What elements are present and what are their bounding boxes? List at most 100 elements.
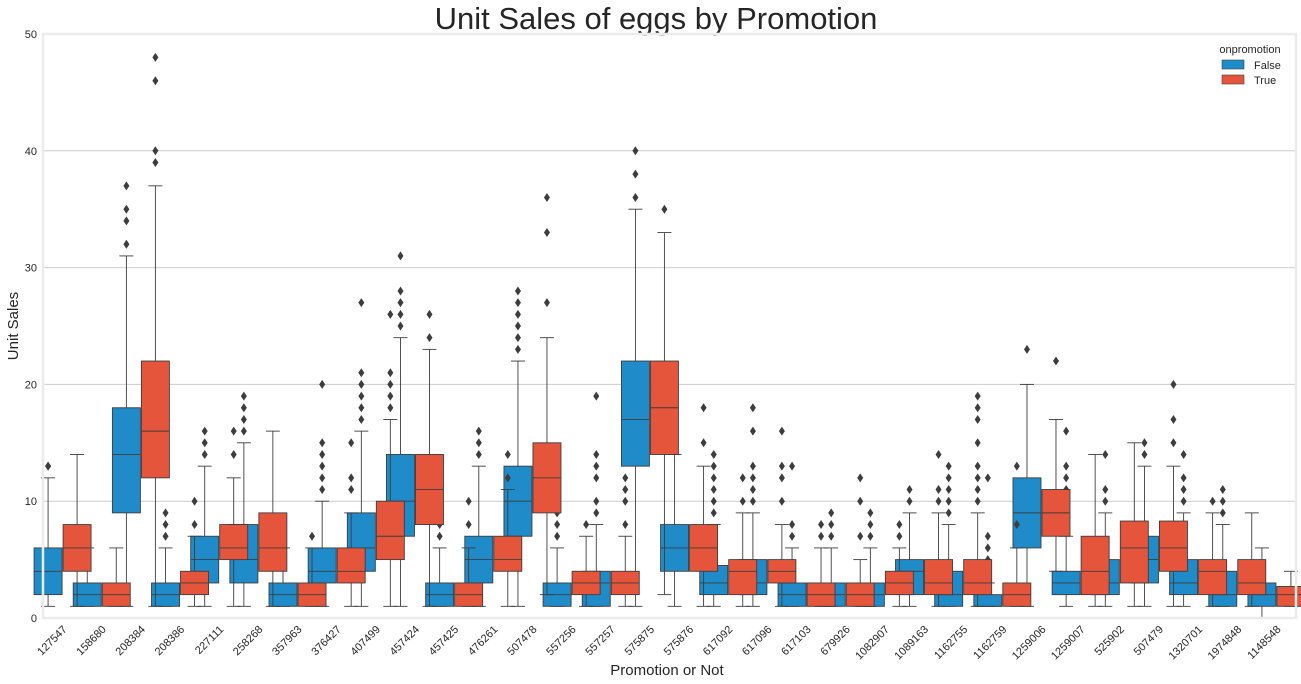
outlier-point — [554, 531, 561, 541]
box-true-557256 — [571, 520, 601, 607]
box-true-1320701 — [1198, 496, 1228, 607]
outlier-point — [974, 485, 981, 495]
plot-area — [33, 52, 1301, 619]
outlier-point — [710, 496, 717, 506]
box-false-476261 — [464, 426, 494, 607]
outlier-point — [739, 496, 746, 506]
box-true-617092 — [728, 473, 758, 607]
box-true-258268 — [258, 430, 288, 607]
legend: onpromotion False True — [1219, 44, 1280, 87]
outlier-point — [1063, 461, 1070, 471]
outlier-point — [828, 508, 835, 518]
outlier-point — [230, 449, 237, 459]
outlier-point — [358, 298, 365, 308]
box-iqr — [1276, 586, 1301, 607]
box-true-376427 — [336, 438, 366, 607]
outlier-point — [984, 543, 991, 553]
outlier-point — [984, 531, 991, 541]
outlier-point — [123, 204, 130, 214]
box-true-617096 — [767, 426, 797, 607]
y-tick-label: 50 — [25, 29, 37, 41]
outlier-point — [230, 426, 237, 436]
outlier-point — [436, 531, 443, 541]
outlier-point — [240, 403, 247, 413]
outlier-point — [778, 461, 785, 471]
outlier-point — [397, 309, 404, 319]
outlier-point — [1170, 438, 1177, 448]
outlier-point — [191, 496, 198, 506]
box-true-1259006 — [1041, 356, 1071, 572]
outlier-point — [152, 157, 159, 167]
box-true-208384 — [140, 52, 170, 607]
legend-swatch-true — [1221, 74, 1245, 85]
outlier-point — [896, 520, 903, 530]
outlier-point — [358, 414, 365, 424]
outlier-point — [152, 76, 159, 86]
outlier-point — [162, 520, 169, 530]
outlier-point — [710, 508, 717, 518]
outlier-point — [1219, 508, 1226, 518]
outlier-point — [514, 286, 521, 296]
box-true-127547 — [62, 454, 92, 607]
outlier-point — [789, 461, 796, 471]
outlier-point — [319, 461, 326, 471]
box-iqr — [1237, 559, 1267, 596]
outlier-point — [710, 461, 717, 471]
outlier-point — [1180, 485, 1187, 495]
outlier-point — [945, 485, 952, 495]
outlier-point — [348, 473, 355, 483]
outlier-point — [1180, 496, 1187, 506]
legend-label-false: False — [1254, 60, 1281, 72]
box-true-457424 — [415, 309, 444, 607]
outlier-point — [397, 251, 404, 261]
y-tick-label: 20 — [25, 379, 37, 391]
box-false-208384 — [111, 181, 141, 607]
outlier-point — [1063, 473, 1070, 483]
outlier-point — [593, 473, 600, 483]
outlier-point — [504, 473, 511, 483]
outlier-point — [319, 449, 326, 459]
outlier-point — [1023, 344, 1030, 354]
outlier-point — [593, 449, 600, 459]
outlier-point — [749, 426, 756, 436]
outlier-point — [1209, 496, 1216, 506]
outlier-point — [543, 298, 550, 308]
box-true-507478 — [532, 193, 562, 596]
outlier-point — [554, 520, 561, 530]
box-false-1259006 — [1012, 344, 1042, 607]
box-iqr — [111, 407, 141, 514]
box-true-1162755 — [963, 391, 993, 607]
box-true-507479 — [1159, 379, 1188, 607]
outlier-point — [348, 485, 355, 495]
outlier-point — [1013, 461, 1020, 471]
outlier-point — [1170, 414, 1177, 424]
box-iqr — [924, 559, 953, 596]
outlier-point — [397, 321, 404, 331]
outlier-point — [514, 321, 521, 331]
outlier-point — [1180, 473, 1187, 483]
y-axis-label: Unit Sales — [5, 292, 22, 360]
box-false-575875 — [620, 146, 650, 607]
box-true-476261 — [493, 449, 523, 607]
outlier-point — [465, 520, 472, 530]
outlier-point — [818, 520, 825, 530]
outlier-point — [201, 426, 208, 436]
outlier-point — [397, 298, 404, 308]
outlier-point — [162, 508, 169, 518]
box-true-1162759 — [1002, 461, 1032, 607]
box-iqr — [963, 559, 993, 596]
outlier-point — [358, 391, 365, 401]
legend-label-true: True — [1254, 75, 1276, 87]
outlier-point — [593, 391, 600, 401]
box-iqr — [620, 360, 650, 467]
box-iqr — [258, 512, 288, 572]
outlier-point — [974, 403, 981, 413]
outlier-point — [945, 508, 952, 518]
outlier-point — [201, 449, 208, 459]
outlier-point — [896, 531, 903, 541]
outlier-point — [358, 379, 365, 389]
box-true-679926 — [845, 473, 875, 607]
outlier-point — [700, 403, 707, 413]
outlier-point — [710, 473, 717, 483]
